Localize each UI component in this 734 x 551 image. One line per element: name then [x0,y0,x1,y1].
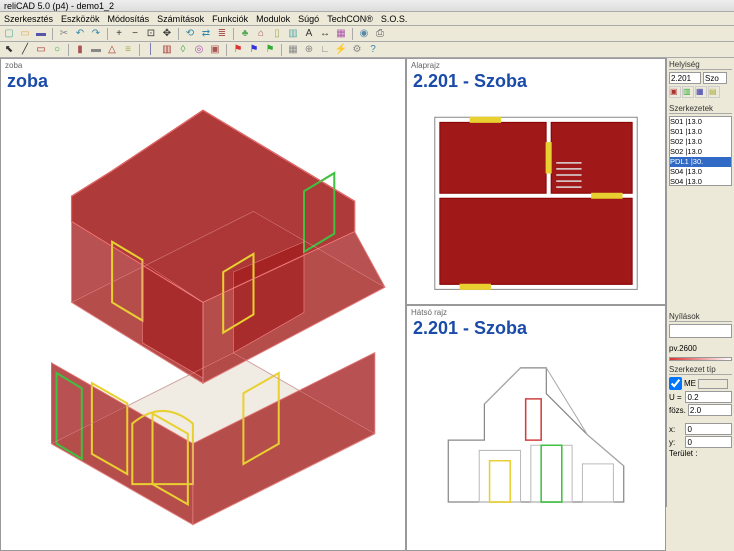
pv-label: pv.2600 [669,344,697,353]
view-floorplan[interactable]: Alaprajz 2.201 - Szoba [406,58,666,305]
snap-icon[interactable]: ⊕ [302,43,316,57]
boiler-icon[interactable]: ▣ [208,43,222,57]
mirror-icon[interactable]: ⇄ [199,27,213,41]
save-icon[interactable]: ▬ [34,27,48,41]
room-label-3d: zoba [7,71,405,92]
fozs-input[interactable] [688,404,732,416]
zoom-fit-icon[interactable]: ⊡ [144,27,158,41]
menu-szerkesztés[interactable]: Szerkesztés [4,12,53,25]
pointer-icon[interactable]: ⬉ [2,43,16,57]
y-input[interactable] [685,436,732,448]
redo-icon[interactable]: ↷ [89,27,103,41]
toolbar-drawing: ⬉╱▭○▮▬△≡│▥◊◎▣⚑⚑⚑▦⊕∟⚡⚙? [0,42,734,58]
slab-icon[interactable]: ▬ [89,43,103,57]
house-icon[interactable]: ⌂ [254,27,268,41]
valve-icon[interactable]: ◊ [176,43,190,57]
u-input[interactable] [685,391,732,403]
grid-icon[interactable]: ▦ [286,43,300,57]
rect-icon[interactable]: ▭ [34,43,48,57]
room-label-elev: 2.201 - Szoba [413,318,665,339]
panel-icon-2[interactable]: ▥ [682,86,694,98]
titlebar: reliCAD 5.0 (p4) - demo1_2 [0,0,734,12]
right-views-col: Alaprajz 2.201 - Szoba Hátsó rajz 2.201 … [406,58,666,551]
structure-item[interactable]: S02 |13.0 [670,137,731,147]
panel-label-3d: zoba [5,61,22,70]
structures-list[interactable]: S01 |13.0S01 |13.0S02 |13.0S02 |13.0PDL1… [669,116,732,186]
gear-icon[interactable]: ⚙ [350,43,364,57]
room-label-plan: 2.201 - Szoba [413,71,665,92]
panel-label-plan: Alaprajz [411,61,440,70]
door-icon[interactable]: ▯ [270,27,284,41]
properties-panel: Helyiség ▣ ▥ ▦ ▤ Szerkezetek S01 |13.0S0… [666,58,734,507]
bolt-icon[interactable]: ⚡ [334,43,348,57]
print-icon[interactable]: ⎙ [373,27,387,41]
x-input[interactable] [685,423,732,435]
workspace: zoba zoba Alaprajz 2.201 - Szoba Hátsó r… [0,58,734,507]
roof-icon[interactable]: △ [105,43,119,57]
zoom-in-icon[interactable]: + [112,27,126,41]
drawing-plan [407,92,665,305]
structure-item[interactable]: PDL1 |30. [670,157,731,167]
view-elevation[interactable]: Hátsó rajz 2.201 - Szoba [406,305,666,551]
new-icon[interactable]: ▢ [2,27,16,41]
circle-icon[interactable]: ○ [50,43,64,57]
toolbar-main: ▢▭▬ ✂↶↷ +−⊡✥ ⟲⇄≣ ♣⌂▯▥A↔▦ ◉⎙ [0,26,734,42]
pump-icon[interactable]: ◎ [192,43,206,57]
section-szerk: Szerkezetek [669,104,732,114]
structure-item[interactable]: S02 |13.0 [670,147,731,157]
flag-green-icon[interactable]: ⚑ [263,43,277,57]
render-icon[interactable]: ◉ [357,27,371,41]
menu-módosítás[interactable]: Módosítás [108,12,150,25]
pan-icon[interactable]: ✥ [160,27,174,41]
layers-icon[interactable]: ≣ [215,27,229,41]
flag-blue-icon[interactable]: ⚑ [247,43,261,57]
rotate-icon[interactable]: ⟲ [183,27,197,41]
menu-s.o.s.[interactable]: S.O.S. [381,12,408,25]
structure-item[interactable]: S01 |13.0 [670,117,731,127]
dim-icon[interactable]: ↔ [318,27,332,41]
room-name-input[interactable] [703,72,727,84]
main-views: zoba zoba Alaprajz 2.201 - Szoba Hátsó r… [0,58,666,507]
wall-icon[interactable]: ▮ [73,43,87,57]
menu-súgó[interactable]: Súgó [298,12,319,25]
me-checkbox[interactable] [669,377,682,390]
panel-icon-3[interactable]: ▦ [695,86,707,98]
color-bar [669,357,732,361]
drawing-elevation [407,339,665,551]
panel-icon-4[interactable]: ▤ [708,86,720,98]
structure-item[interactable]: S04 |13.0 [670,177,731,186]
help-icon[interactable]: ? [366,43,380,57]
text-icon[interactable]: A [302,27,316,41]
hatch-icon[interactable]: ▦ [334,27,348,41]
menu-eszközök[interactable]: Eszközök [61,12,100,25]
zoom-out-icon[interactable]: − [128,27,142,41]
stair-icon[interactable]: ≡ [121,43,135,57]
section-nyilasok: Nyílások [669,312,732,322]
line-icon[interactable]: ╱ [18,43,32,57]
menu-funkciók[interactable]: Funkciók [212,12,248,25]
window-icon[interactable]: ▥ [286,27,300,41]
undo-icon[interactable]: ↶ [73,27,87,41]
menubar: Szerkesztés Eszközök Módosítás Számítások Fu… [0,12,734,26]
menu-techcon®[interactable]: TechCON® [327,12,373,25]
section-sztipus: Szerkezet típ [669,365,732,375]
view-3d[interactable]: zoba zoba [0,58,406,551]
drawing-3d [1,92,405,551]
structure-item[interactable]: S04 |13.0 [670,167,731,177]
tree-icon[interactable]: ♣ [238,27,252,41]
radiator-icon[interactable]: ▥ [160,43,174,57]
open-icon[interactable]: ▭ [18,27,32,41]
flag-red-icon[interactable]: ⚑ [231,43,245,57]
ortho-icon[interactable]: ∟ [318,43,332,57]
room-code-input[interactable] [669,72,701,84]
panel-label-elev: Hátsó rajz [411,308,447,317]
structure-item[interactable]: S01 |13.0 [670,127,731,137]
menu-számítások[interactable]: Számítások [157,12,204,25]
menu-modulok[interactable]: Modulok [256,12,290,25]
pipe-icon[interactable]: │ [144,43,158,57]
panel-icon-1[interactable]: ▣ [669,86,681,98]
cut-icon[interactable]: ✂ [57,27,71,41]
section-helyiseg: Helyiség [669,60,732,70]
